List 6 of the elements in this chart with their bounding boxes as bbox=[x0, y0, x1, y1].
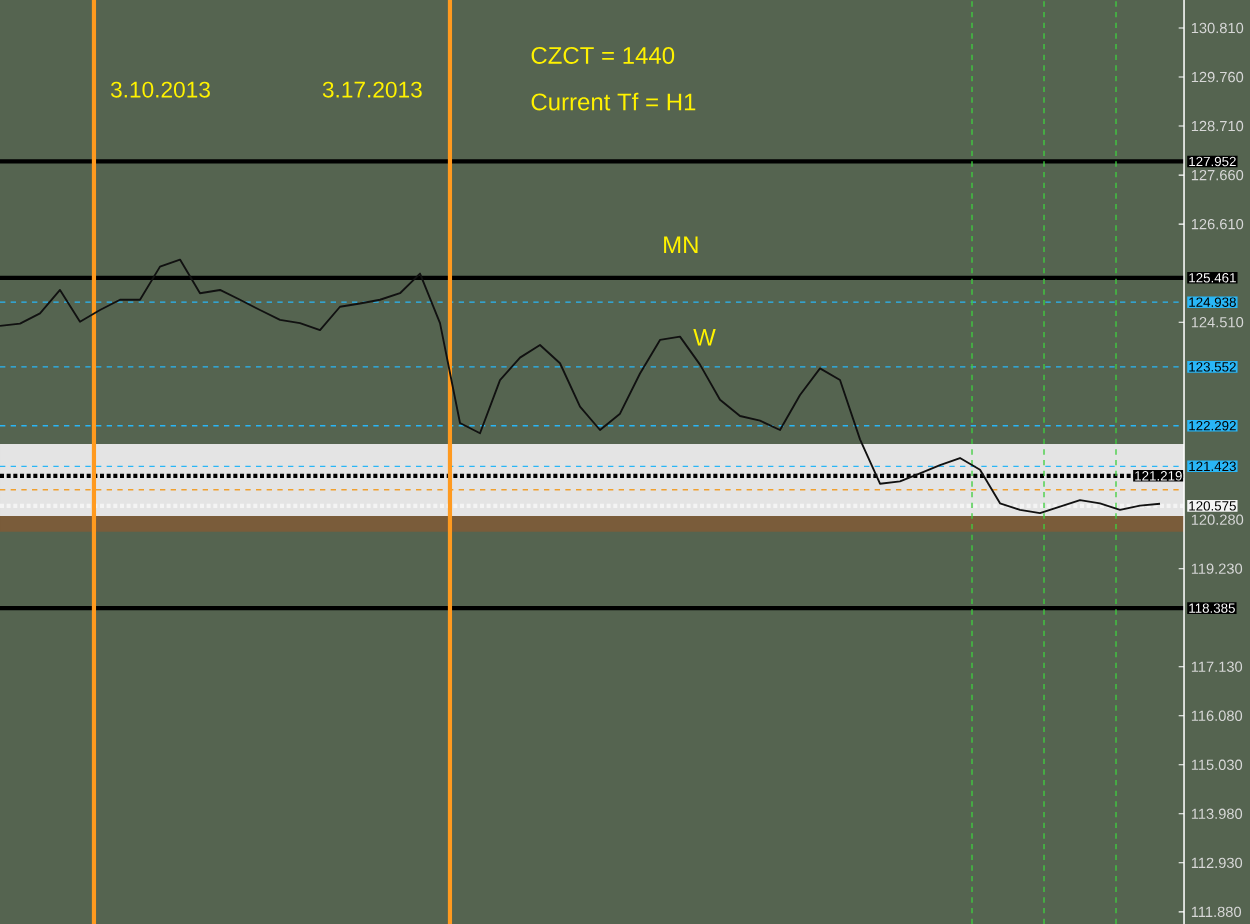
annotation: CZCT = 1440 bbox=[531, 46, 675, 64]
annotation: MN bbox=[664, 236, 698, 254]
annotation: W bbox=[693, 329, 716, 346]
annotation: Current Tf = H1 bbox=[531, 92, 696, 111]
annotation: 3.10.2013 bbox=[110, 81, 210, 98]
annotation: 3.17.2013 bbox=[322, 81, 422, 98]
